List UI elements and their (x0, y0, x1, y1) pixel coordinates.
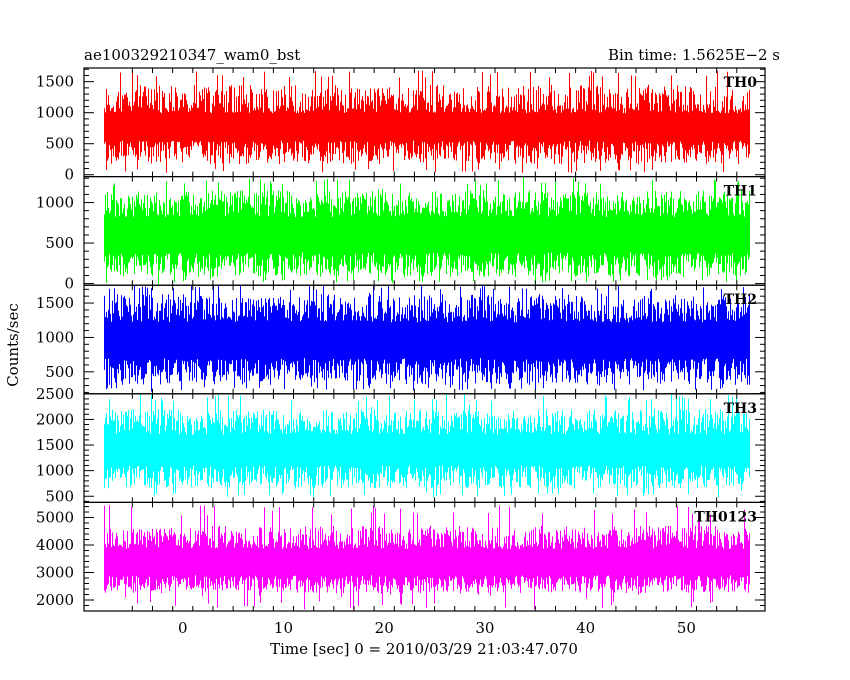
y-tick-label: 500 (45, 363, 74, 381)
series-line-th3 (104, 394, 750, 498)
series-line-th2 (104, 285, 750, 392)
y-tick-label: 2000 (36, 591, 74, 609)
x-tick-label: 20 (375, 619, 394, 637)
x-tick-label: 0 (178, 619, 188, 637)
panel-label-th1: TH1 (724, 184, 757, 200)
series-line-th0123 (104, 505, 750, 610)
y-tick-label: 3000 (36, 564, 74, 582)
y-tick-label: 0 (64, 275, 74, 293)
panel-th3: 500 1000 1500 2000 2500 TH3 (36, 385, 766, 505)
panel-label-th0: TH0 (724, 75, 758, 91)
x-tick-label: 40 (576, 619, 595, 637)
observation-id: ae100329210347_wam0_bst (84, 46, 300, 64)
x-tick-label: 30 (475, 619, 494, 637)
panel-th0: 0 500 1000 1500 TH0 (36, 67, 766, 184)
panel-label-th2: TH2 (724, 292, 757, 308)
x-tick-label: 10 (274, 619, 293, 637)
y-axis-label: Counts/sec (4, 303, 22, 387)
y-tick-label: 1000 (36, 462, 74, 480)
header: ae100329210347_wam0_bst Bin time: 1.5625… (84, 46, 780, 64)
y-tick-label: 2500 (36, 385, 74, 403)
panel-th1: 0 500 1000 TH1 (36, 176, 766, 293)
x-tick-label: 50 (677, 619, 696, 637)
y-tick-label: 1500 (36, 294, 74, 312)
y-tick-label: 2000 (36, 410, 74, 428)
bin-time-label: Bin time: 1.5625E−2 s (608, 46, 780, 64)
y-tick-label: 500 (45, 135, 74, 153)
y-tick-label: 4000 (36, 536, 74, 554)
x-axis-label: Time [sec] 0 = 2010/03/29 21:03:47.070 (270, 640, 578, 658)
x-axis: 0 10 20 30 40 50 (178, 619, 696, 637)
y-tick-label: 1500 (36, 73, 74, 91)
series-line-th1 (104, 176, 750, 285)
panel-th2: 500 1000 1500 TH2 (36, 284, 766, 395)
y-tick-label: 1000 (36, 194, 74, 212)
y-tick-label: 1000 (36, 104, 74, 122)
panel-frame (83, 501, 766, 612)
panel-th0123: 2000 3000 4000 5000 TH0123 (36, 501, 766, 612)
y-tick-label: 1500 (36, 436, 74, 454)
y-tick-label: 1000 (36, 328, 74, 346)
panel-label-th3: TH3 (724, 401, 757, 417)
y-tick-label: 5000 (36, 509, 74, 527)
series-line-th0 (104, 70, 750, 173)
panel-label-th0123: TH0123 (694, 509, 757, 525)
y-tick-label: 500 (45, 234, 74, 252)
panels: 0 500 1000 1500 TH0 0 500 1000 TH1 500 1000 1500 TH2… (36, 67, 766, 612)
y-tick-label: 500 (45, 487, 74, 505)
y-tick-label: 0 (64, 166, 74, 184)
